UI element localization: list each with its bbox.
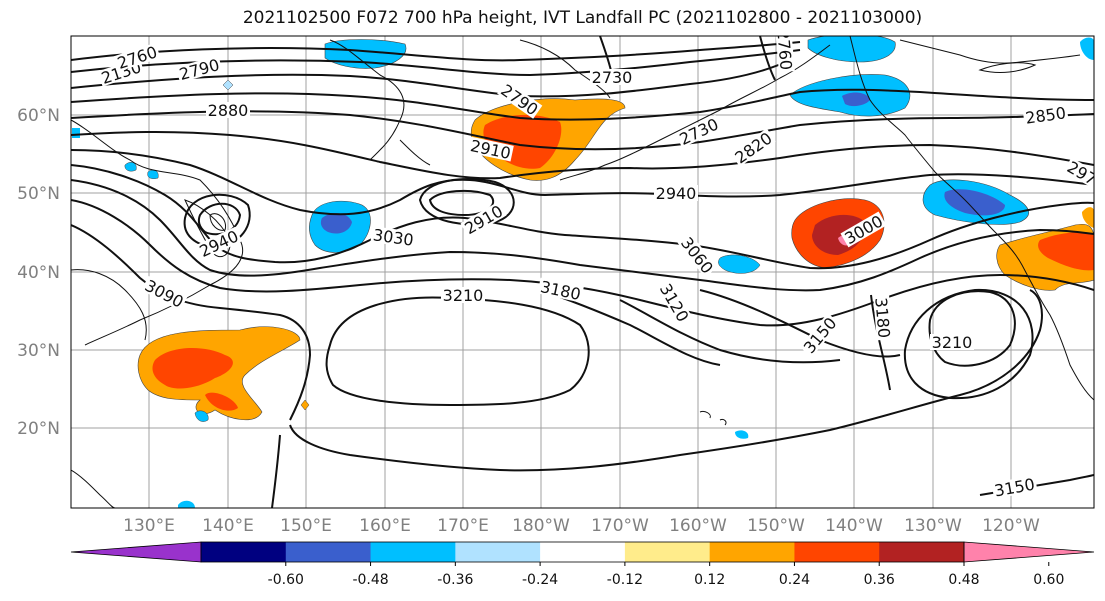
lon-label: 150°E: [280, 516, 332, 536]
lon-label: 150°W: [747, 516, 805, 536]
svg-text:2730: 2730: [592, 68, 633, 87]
map-title: 2021102500 F072 700 hPa height, IVT Land…: [242, 8, 923, 28]
lon-label: 170°W: [591, 516, 649, 536]
contour-label: 3150: [991, 475, 1038, 500]
longitude-labels: 130°E 140°E 150°E 160°E 170°E 180°W 170°W 160°W…: [123, 516, 1040, 536]
lon-label: 170°E: [437, 516, 489, 536]
contour-label: 2730: [590, 68, 634, 87]
contour-label: 2760: [773, 29, 796, 73]
colorbar-tick-label: -0.36: [437, 572, 473, 588]
lon-label: 180°W: [512, 516, 570, 536]
colorbar-swatch: [455, 542, 541, 562]
colorbar-swatch: [879, 542, 965, 562]
lon-label: 140°W: [825, 516, 883, 536]
contour-label: 3210: [930, 333, 974, 352]
colorbar-tick-label: 0.24: [779, 572, 810, 588]
svg-text:3210: 3210: [932, 333, 973, 352]
lat-label: 20°N: [17, 419, 60, 439]
colorbar-swatch: [624, 542, 711, 562]
colorbar-swatch: [201, 542, 287, 562]
colorbar-extend-low: [70, 541, 202, 563]
colorbar-tick-label: 0.48: [948, 572, 979, 588]
contour-label: 3180: [871, 295, 894, 341]
colorbar-swatch: [285, 542, 372, 562]
ivt-negative-region: [807, 36, 896, 63]
lon-label: 160°W: [669, 516, 727, 536]
lat-label: 50°N: [17, 184, 60, 204]
colorbar-swatch: [709, 542, 795, 562]
colorbar: -0.60 -0.48 -0.36 -0.24 -0.12 0.12 0.24 0.36 0.4…: [70, 541, 1095, 588]
contour-label: 2940: [654, 184, 698, 203]
lat-label: 60°N: [17, 106, 60, 126]
lon-label: 120°W: [982, 516, 1040, 536]
contour-label: 3210: [441, 286, 485, 305]
svg-text:2760: 2760: [773, 29, 795, 71]
map-border: [70, 35, 1095, 509]
latitude-labels: 60°N 50°N 40°N 30°N 20°N: [17, 106, 60, 439]
lat-label: 40°N: [17, 263, 60, 283]
lat-label: 30°N: [17, 341, 60, 361]
colorbar-tick-label: 0.60: [1033, 572, 1064, 588]
svg-text:2880: 2880: [208, 101, 249, 120]
colorbar-swatch: [540, 542, 626, 562]
svg-text:2940: 2940: [656, 184, 697, 203]
contour-label: 2880: [206, 101, 250, 120]
coastlines: [71, 36, 1094, 508]
colorbar-tick-label: 0.36: [864, 572, 895, 588]
svg-text:3180: 3180: [871, 297, 893, 339]
ivt-positive-core: [152, 348, 233, 389]
lon-label: 160°E: [359, 516, 411, 536]
lon-label: 140°E: [202, 516, 254, 536]
colorbar-tick-label: 0.12: [694, 572, 725, 588]
lon-label: 130°W: [904, 516, 962, 536]
colorbar-tick-label: -0.12: [607, 572, 643, 588]
colorbar-swatch: [794, 542, 880, 562]
lon-label: 130°E: [123, 516, 175, 536]
colorbar-tick-label: -0.60: [268, 572, 304, 588]
colorbar-swatch: [370, 542, 456, 562]
svg-text:3210: 3210: [443, 286, 484, 305]
colorbar-extend-high: [963, 541, 1095, 563]
colorbar-tick-label: -0.24: [522, 572, 558, 588]
contour-label: 3030: [370, 225, 417, 250]
colorbar-tick-label: -0.48: [352, 572, 388, 588]
